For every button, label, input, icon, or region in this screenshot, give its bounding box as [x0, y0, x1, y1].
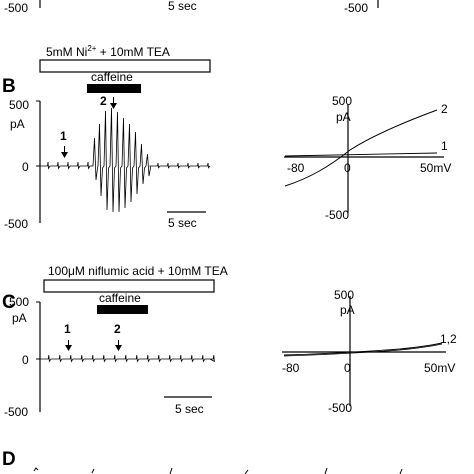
current-trace-b: [40, 107, 211, 213]
marker1-label-c: 1: [64, 322, 71, 336]
y-top-c: 500: [9, 295, 29, 309]
treatment-label-b: 5mM Ni2+ + 10mM TEA: [46, 44, 170, 59]
iv-x-zero-c: 0: [344, 361, 351, 375]
marker1-arrow-b: [61, 146, 68, 158]
caffeine-label-b: caffeine: [91, 70, 133, 84]
panel-b: 5mM Ni2+ + 10mM TEA B caffeine 500 pA 0 …: [2, 44, 451, 231]
panel-c-letter: C: [2, 292, 16, 313]
y-zero-b: 0: [22, 160, 29, 174]
iv-y-bottom-b: -500: [325, 208, 349, 222]
top-left-tick: -500: [4, 1, 28, 15]
iv-curve2-c: [283, 343, 443, 357]
y-top-b: 500: [9, 98, 29, 112]
marker1-label-b: 1: [60, 129, 67, 143]
treatment-bar-c: [43, 279, 215, 293]
iv-y-bottom-c: -500: [328, 401, 352, 415]
scale-label-b: 5 sec: [168, 216, 197, 230]
iv-plot-b: 500 pA -500 -80 0 50mV 2 1: [284, 94, 451, 222]
caffeine-bar-b: [87, 84, 141, 93]
marker1-arrow-c: [65, 340, 72, 351]
panel-d-letter: D: [2, 449, 16, 470]
y-zero-c: 0: [22, 353, 29, 367]
treatment-label-c: 100μM niflumic acid + 10mM TEA: [48, 264, 228, 278]
panel-d-clipped-marks: [33, 467, 403, 474]
marker2-label-c: 2: [114, 322, 121, 336]
marker2-arrow-b: [110, 97, 117, 109]
iv-curve-label-c: 1,2: [440, 332, 457, 346]
y-unit-c: pA: [12, 311, 27, 325]
iv-plot-c: 500 pA -500 -80 0 50mV 1,2: [282, 288, 457, 415]
marker2-arrow-c: [115, 340, 122, 351]
marker2-label-b: 2: [100, 94, 107, 108]
iv-y-top-c: 500: [334, 288, 354, 302]
iv-x-left-c: -80: [282, 361, 300, 375]
iv-x-zero-b: 0: [344, 161, 351, 175]
iv-x-left-b: -80: [287, 161, 305, 175]
top-scale-label: 5 sec: [168, 0, 197, 13]
iv-curve2-b: [284, 109, 438, 187]
scale-label-c: 5 sec: [175, 402, 204, 416]
panel-d: D: [2, 449, 403, 474]
iv-x-right-c: 50mV: [424, 361, 455, 375]
current-trace-c: [40, 354, 215, 363]
treatment-bar-b: [39, 59, 211, 73]
top-strip: -500 5 sec -500: [4, 0, 379, 15]
y-bottom-b: -500: [4, 217, 28, 231]
top-right-tick: -500: [344, 1, 368, 15]
iv-curve1-c: [283, 342, 443, 356]
iv-curve1-b: [284, 152, 438, 157]
caffeine-label-c: caffeine: [99, 291, 141, 305]
y-unit-b: pA: [10, 117, 25, 131]
panel-b-letter: B: [2, 76, 16, 97]
iv-y-unit-b: pA: [336, 110, 351, 124]
iv-curve2-label-b: 2: [441, 102, 448, 116]
iv-y-unit-c: pA: [340, 303, 355, 317]
panel-c: 100μM niflumic acid + 10mM TEA C caffein…: [2, 264, 457, 419]
iv-x-right-b: 50mV: [420, 161, 451, 175]
iv-y-top-b: 500: [332, 94, 352, 108]
y-bottom-c: -500: [4, 405, 28, 419]
caffeine-bar-c: [97, 305, 148, 314]
iv-curve1-label-b: 1: [441, 139, 448, 153]
